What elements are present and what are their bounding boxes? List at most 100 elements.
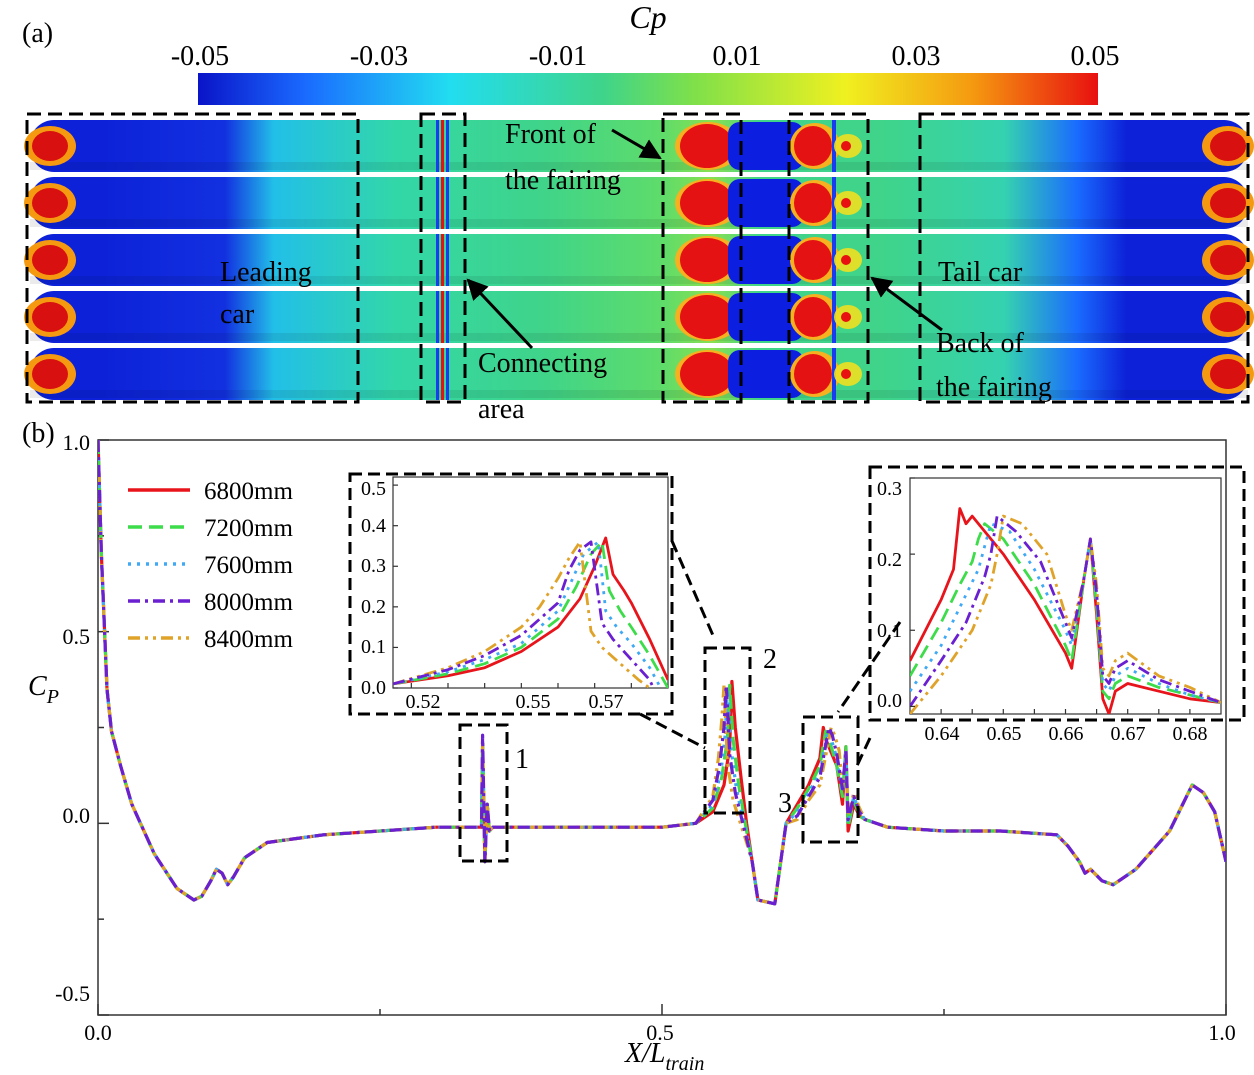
connecting-area-label: area — [478, 394, 525, 425]
y-tick-label: 1.0 — [63, 430, 91, 455]
leading-car-label: car — [220, 299, 255, 330]
colorbar-ticks: -0.05 -0.03 -0.01 0.01 0.03 0.05 — [171, 41, 1120, 72]
train-shade — [30, 162, 1248, 170]
train-body — [30, 234, 1248, 286]
inset-chart-3: 0.0 0.1 0.2 0.3 0.64 0.65 0.66 0.67 0.68 — [877, 477, 1222, 745]
zoom-connector — [836, 621, 902, 713]
colorbar — [198, 73, 1098, 105]
connecting-stripe — [436, 348, 439, 400]
low-pressure-zone — [728, 293, 804, 341]
colorbar-title: Cp — [629, 0, 666, 35]
low-pressure-zone — [728, 179, 804, 227]
connecting-area-arrow — [466, 278, 534, 350]
zoom-box-3 — [801, 715, 860, 844]
inset-3-x-tick: 0.67 — [1111, 723, 1146, 745]
inset-3-frame — [909, 477, 1222, 715]
inset-3-series — [910, 507, 1221, 714]
colorbar-tick: -0.05 — [171, 41, 229, 72]
stagnation-core-nose — [32, 359, 68, 389]
front-fairing-core — [680, 181, 734, 225]
stagnation-core-tail — [1210, 188, 1246, 218]
panel-label-b: (b) — [22, 418, 55, 449]
inset-3-dashed-frame — [868, 465, 1246, 722]
back-fairing-core — [794, 126, 832, 166]
legend-label-8400: 8400mm — [204, 626, 293, 653]
inset-3-y-ticks: 0.0 0.1 0.2 0.3 — [877, 478, 902, 712]
back-fairing-arrow — [870, 276, 943, 332]
main-series — [98, 440, 1226, 906]
x-tick-label: 1.0 — [1208, 1020, 1236, 1045]
front-fairing-arrow — [611, 128, 662, 160]
back-fairing-core — [794, 240, 832, 280]
low-pressure-zone — [728, 350, 804, 398]
legend-label-8000: 8000mm — [204, 589, 293, 616]
zoom-connector — [639, 712, 706, 750]
leading-car-label: Leading — [220, 257, 312, 288]
connecting-stripe — [441, 234, 444, 286]
front-fairing-label: the fairing — [505, 165, 621, 196]
connecting-area-box — [419, 112, 467, 404]
colorbar-tick: 0.05 — [1071, 41, 1120, 72]
connecting-stripe — [441, 291, 444, 343]
connecting-stripe — [441, 120, 444, 172]
series-8000mm — [393, 540, 655, 688]
leading-car-box — [25, 112, 360, 404]
inset-2-y-tick: 0.2 — [361, 596, 386, 618]
x-tick-label: 0.5 — [646, 1020, 674, 1045]
zoom-connector — [853, 737, 872, 771]
inset-2-series — [393, 536, 668, 688]
inset-3-y-tick: 0.2 — [877, 549, 902, 571]
legend-label-7200: 7200mm — [204, 515, 293, 542]
train-contour-row — [24, 120, 1254, 172]
series-6800mm — [910, 507, 1221, 714]
zoom-label-3: 3 — [778, 788, 792, 819]
colorbar-tick: -0.01 — [529, 41, 587, 72]
connecting-stripe — [446, 348, 449, 400]
inset-3-x-tick: 0.64 — [925, 723, 960, 745]
inset-2-y-tick: 0.3 — [361, 555, 386, 577]
train-body — [30, 348, 1248, 400]
train-shade — [30, 219, 1248, 227]
back-fairing-wake-core — [841, 141, 851, 151]
zoom-label-2: 2 — [763, 644, 777, 675]
colorbar-tick: 0.03 — [892, 41, 941, 72]
inset-3-x-tick: 0.66 — [1049, 723, 1084, 745]
low-pressure-zone — [728, 236, 804, 284]
legend: 6800mm 7200mm 7600mm 8000mm 8400mm — [128, 478, 293, 653]
series-8000mm — [910, 514, 1221, 708]
inset-2-y-tick: 0.4 — [361, 515, 386, 537]
legend-label-6800: 6800mm — [204, 478, 293, 505]
connecting-stripe — [446, 120, 449, 172]
series-8400mm — [393, 540, 651, 688]
x-tick-label: 0.0 — [84, 1020, 112, 1045]
panel-label-a: (a) — [22, 18, 53, 49]
stagnation-core-tail — [1210, 131, 1246, 161]
front-fairing-core — [680, 124, 734, 168]
main-chart: -0.5 0.0 0.5 1.0 0.0 0.5 1.0 X/Ltrain CP… — [28, 430, 1246, 1075]
back-fairing-label: the fairing — [936, 372, 1052, 403]
inset-3-y-tick: 0.0 — [877, 690, 902, 712]
zoom-box-2 — [703, 646, 752, 815]
stagnation-core-nose — [32, 131, 68, 161]
main-tick-marks — [97, 439, 1227, 1016]
connecting-area-label: Connecting — [478, 348, 607, 379]
train-contour-row — [24, 348, 1254, 400]
inset-3-x-tick: 0.68 — [1173, 723, 1208, 745]
y-tick-label: -0.5 — [55, 981, 90, 1006]
stagnation-core-tail — [1210, 359, 1246, 389]
colorbar-tick: -0.03 — [350, 41, 408, 72]
tail-car-box — [918, 112, 1250, 404]
train-contour-row — [24, 234, 1254, 286]
stagnation-core-nose — [32, 188, 68, 218]
inset-2-y-tick: 0.0 — [361, 677, 386, 699]
connecting-stripe — [436, 234, 439, 286]
colorbar-tick: 0.01 — [713, 41, 762, 72]
front-fairing-core — [680, 238, 734, 282]
connecting-stripe — [436, 177, 439, 229]
series-7200mm — [393, 540, 668, 688]
tail-car-label: Tail car — [938, 257, 1023, 288]
train-shade — [30, 390, 1248, 398]
train-shade — [30, 333, 1248, 341]
inset-2-y-tick: 0.1 — [361, 636, 386, 658]
